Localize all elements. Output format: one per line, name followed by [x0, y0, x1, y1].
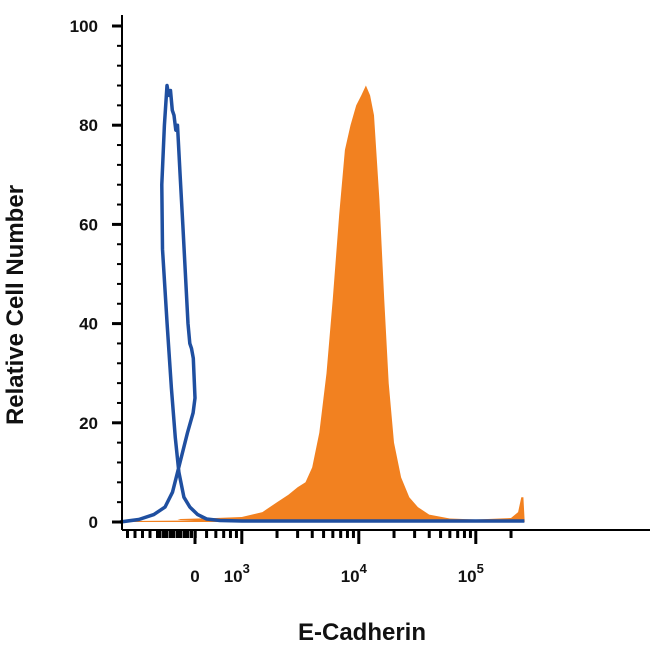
axes	[121, 15, 650, 531]
x-tick-label-base: 10	[224, 567, 243, 586]
y-tick-label: 0	[89, 513, 98, 532]
y-axis-title: Relative Cell Number	[2, 185, 29, 425]
y-tick-label: 20	[79, 414, 98, 433]
y-minor-ticks	[117, 44, 122, 504]
x-tick-label: 103	[224, 561, 250, 586]
x-tick-label-base: 10	[458, 567, 477, 586]
control-histogram-outline-group	[119, 83, 525, 524]
x-tick-label: 104	[341, 561, 368, 586]
x-tick-label-exponent: 5	[477, 561, 484, 576]
y-tick-label: 60	[79, 215, 98, 234]
x-tick-label-base: 0	[190, 567, 199, 586]
y-tick-label: 100	[70, 17, 98, 36]
x-tick-label: 0	[190, 567, 199, 586]
y-major-ticks	[112, 24, 122, 524]
y-tick-label: 40	[79, 315, 98, 334]
x-tick-label-base: 10	[341, 567, 360, 586]
x-tick-labels: 0 103 104 105	[190, 561, 484, 586]
x-tick-label-exponent: 4	[360, 561, 368, 576]
y-tick-labels: 0 20 40 60 80 100	[70, 17, 98, 532]
x-axis-title: E-Cadherin	[298, 619, 426, 646]
y-tick-label: 80	[79, 116, 98, 135]
control-histogram-outline	[119, 83, 525, 524]
stained-histogram-fill-group	[120, 85, 525, 522]
stained-histogram-fill	[120, 85, 525, 522]
x-ticks	[126, 530, 513, 544]
x-tick-label: 105	[458, 561, 484, 586]
x-tick-label-exponent: 3	[243, 561, 250, 576]
